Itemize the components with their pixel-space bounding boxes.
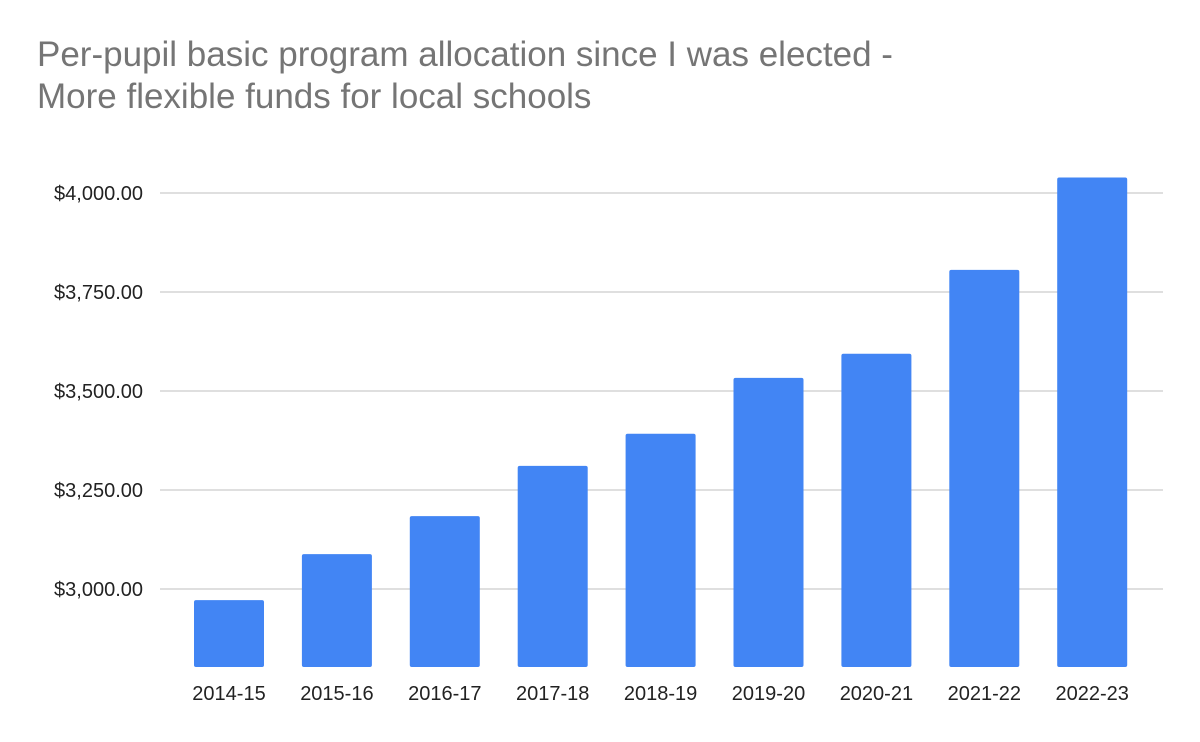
y-tick-label: $3,250.00 [54, 480, 143, 502]
x-tick-label: 2021-22 [948, 683, 1021, 705]
bar-2015-16 [301, 554, 372, 667]
x-tick-label: 2017-18 [516, 683, 589, 705]
x-tick-label: 2015-16 [300, 683, 373, 705]
chart-title: Per-pupil basic program allocation since… [37, 34, 1157, 118]
x-tick-label: 2020-21 [840, 683, 913, 705]
y-tick-label: $4,000.00 [54, 183, 143, 205]
x-tick-label: 2019-20 [732, 683, 805, 705]
bar-2017-18 [517, 465, 588, 667]
bar-2018-19 [625, 433, 696, 667]
chart-title-line-1: Per-pupil basic program allocation since… [37, 35, 893, 74]
y-tick-label: $3,000.00 [54, 579, 143, 601]
x-tick-label: 2014-15 [192, 683, 265, 705]
bar-2022-23 [1057, 177, 1128, 667]
x-axis-labels: 2014-15 2015-16 2016-17 2017-18 2018-19 2019-… [192, 683, 1129, 705]
y-tick-label: $3,750.00 [54, 282, 143, 304]
x-tick-label: 2022-23 [1055, 683, 1128, 705]
x-tick-label: 2016-17 [408, 683, 481, 705]
x-tick-label: 2018-19 [624, 683, 697, 705]
bars [194, 177, 1128, 667]
bar-2014-15 [194, 600, 264, 667]
bar-2020-21 [841, 353, 912, 667]
bar-2019-20 [733, 377, 804, 667]
y-axis-labels: $3,000.00 $3,250.00 $3,500.00 $3,750.00 $4,0… [54, 183, 143, 601]
y-tick-label: $3,500.00 [54, 381, 143, 403]
bar-2021-22 [949, 269, 1020, 667]
chart-title-line-2: More flexible funds for local schools [37, 77, 592, 116]
bar-2016-17 [409, 516, 480, 667]
